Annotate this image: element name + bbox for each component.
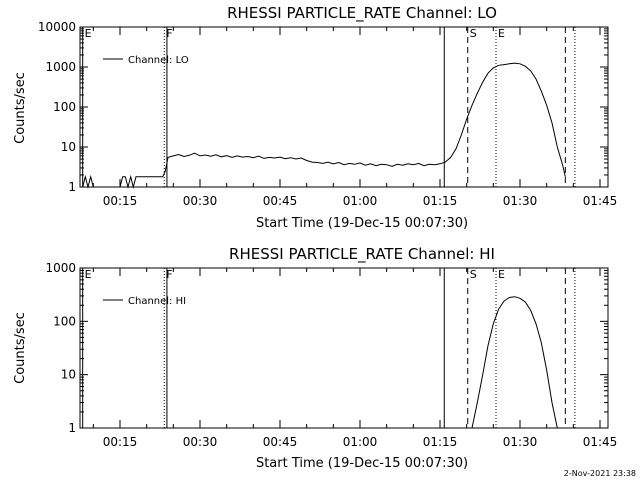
top-x-tick-label-3: 01:00 <box>343 194 378 208</box>
bottom-x-tick-label-2: 00:45 <box>263 435 298 449</box>
top-chart-xlabel: Start Time (19-Dec-15 00:07:30) <box>256 216 468 231</box>
bottom-x-tick-label-1: 00:30 <box>183 435 218 449</box>
top-y-tick-label-1: 10 <box>61 140 76 154</box>
top-x-tick-label-5: 01:30 <box>503 194 538 208</box>
top-chart-title: RHESSI PARTICLE_RATE Channel: LO <box>227 4 497 23</box>
top-x-tick-label-0: 00:15 <box>103 194 138 208</box>
top-series-line-0 <box>82 62 566 189</box>
bottom-plot-frame <box>79 267 609 429</box>
bottom-x-tick-label-0: 00:15 <box>103 435 138 449</box>
top-marker-label-0: E <box>85 27 92 40</box>
bottom-chart-ylabel: Counts/sec <box>13 312 28 384</box>
bottom-marker-label-5: E <box>498 268 505 281</box>
top-marker-label-4: S <box>470 27 477 40</box>
footer-timestamp: 2-Nov-2021 23:38 <box>564 469 636 478</box>
top-y-tick-label-4: 10000 <box>38 20 76 34</box>
top-y-tick-label-2: 100 <box>53 100 76 114</box>
top-y-tick-label-0: 1 <box>68 180 76 194</box>
top-marker-label-1: F <box>166 27 172 40</box>
top-x-tick-label-4: 01:15 <box>423 194 458 208</box>
bottom-chart-title: RHESSI PARTICLE_RATE Channel: HI <box>229 245 495 264</box>
bottom-y-tick-label-3: 1000 <box>45 261 76 275</box>
top-y-tick-label-3: 1000 <box>45 60 76 74</box>
bottom-marker-label-4: S <box>470 268 477 281</box>
bottom-y-tick-label-2: 100 <box>53 314 76 328</box>
top-x-tick-label-6: 01:45 <box>583 194 618 208</box>
bottom-y-tick-label-1: 10 <box>61 368 76 382</box>
bottom-x-tick-label-5: 01:30 <box>503 435 538 449</box>
bottom-marker-label-1: F <box>166 268 172 281</box>
bottom-x-tick-label-4: 01:15 <box>423 435 458 449</box>
top-x-tick-label-1: 00:30 <box>183 194 218 208</box>
top-marker-label-5: E <box>498 27 505 40</box>
top-chart-ylabel: Counts/sec <box>13 72 28 144</box>
bottom-x-tick-label-3: 01:00 <box>343 435 378 449</box>
bottom-legend-label: Channel: HI <box>128 296 186 307</box>
bottom-y-tick-label-0: 1 <box>68 421 76 435</box>
bottom-series-line-0 <box>471 296 558 429</box>
top-legend-label: Channel: LO <box>128 55 189 66</box>
bottom-x-tick-label-6: 01:45 <box>583 435 618 449</box>
bottom-marker-label-0: E <box>85 268 92 281</box>
bottom-chart-xlabel: Start Time (19-Dec-15 00:07:30) <box>256 456 468 471</box>
top-x-tick-label-2: 00:45 <box>263 194 298 208</box>
top-plot-frame <box>79 26 609 188</box>
